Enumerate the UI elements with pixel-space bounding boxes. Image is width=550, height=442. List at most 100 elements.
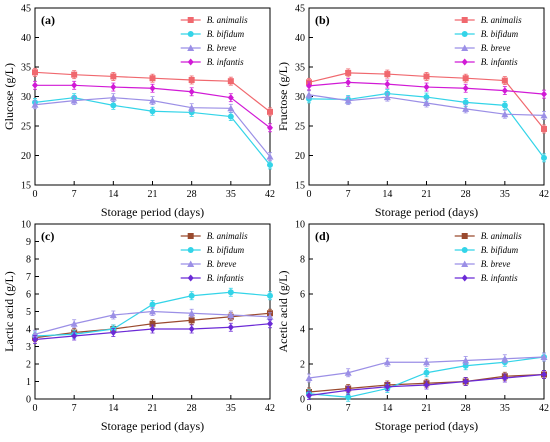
legend-label: B. infantis xyxy=(207,273,244,283)
legend-marker xyxy=(187,274,194,282)
data-point xyxy=(149,308,156,315)
x-axis-title: Storage period (days) xyxy=(375,419,478,433)
series-4 xyxy=(306,77,547,99)
data-point xyxy=(109,311,117,318)
data-point xyxy=(384,71,391,78)
x-axis-title: Storage period (days) xyxy=(375,205,478,219)
data-point xyxy=(267,108,273,115)
legend-marker xyxy=(461,17,468,23)
panel-label: (b) xyxy=(315,13,330,27)
data-point xyxy=(188,292,195,299)
data-point xyxy=(306,392,312,399)
legend: B. animalis B. bifidum B. breve B. infantis xyxy=(180,15,248,67)
chart-panel-3: 0 7 14 21 28 35 42 0 1 2 3 4 5 6 7 8 9 10 Storage period (… xyxy=(2,220,275,434)
data-point xyxy=(345,69,352,76)
data-point xyxy=(149,97,156,104)
data-point xyxy=(540,111,548,119)
data-point xyxy=(383,358,391,366)
data-point xyxy=(110,73,117,80)
x-tick-label: 0 xyxy=(33,403,38,414)
data-point xyxy=(423,369,430,376)
series-1 xyxy=(306,68,547,134)
data-point xyxy=(501,110,509,118)
panel-label: (a) xyxy=(41,13,55,27)
data-point xyxy=(227,94,234,102)
legend-marker xyxy=(187,58,194,66)
x-tick-label: 21 xyxy=(422,403,432,414)
panel-label: (d) xyxy=(315,229,330,243)
data-point xyxy=(541,90,547,98)
y-tick-label: 45 xyxy=(21,4,31,15)
data-point xyxy=(71,81,78,89)
legend-marker xyxy=(461,31,468,37)
data-point xyxy=(149,84,156,92)
y-tick-label: 8 xyxy=(26,255,31,266)
x-tick-label: 0 xyxy=(307,189,312,200)
y-tick-label: 20 xyxy=(21,151,31,162)
legend-label: B. infantis xyxy=(207,57,244,67)
data-point xyxy=(501,87,508,95)
y-tick-label: 5 xyxy=(26,307,31,318)
legend-label: B. breve xyxy=(481,259,511,269)
y-axis-title: Lactic acid (g/L) xyxy=(2,271,16,352)
data-point xyxy=(344,369,352,376)
series-3 xyxy=(305,352,548,383)
x-tick-label: 28 xyxy=(187,403,197,414)
legend-marker xyxy=(461,274,468,282)
data-point xyxy=(188,325,195,333)
x-tick-label: 14 xyxy=(108,189,118,200)
y-tick-label: 25 xyxy=(21,122,31,133)
y-tick-label: 9 xyxy=(26,237,31,248)
data-point xyxy=(110,83,117,91)
data-point xyxy=(110,102,117,109)
data-point xyxy=(462,75,469,82)
data-point xyxy=(345,78,352,86)
data-point xyxy=(227,78,234,85)
data-point xyxy=(501,77,508,84)
x-tick-label: 21 xyxy=(422,189,432,200)
x-tick-label: 42 xyxy=(265,189,275,200)
data-point xyxy=(462,357,470,364)
x-axis-title: Storage period (days) xyxy=(101,205,204,219)
data-point xyxy=(31,101,39,108)
data-point xyxy=(32,69,38,76)
y-tick-label: 40 xyxy=(295,33,305,44)
data-point xyxy=(149,75,156,82)
legend-marker xyxy=(461,44,469,51)
data-point xyxy=(149,301,156,308)
y-tick-label: 6 xyxy=(300,290,305,301)
y-axis-title: Glucose (g/L) xyxy=(2,63,16,130)
legend-label: B. breve xyxy=(207,259,237,269)
x-tick-label: 7 xyxy=(72,403,77,414)
data-point xyxy=(188,76,195,83)
legend-label: B. breve xyxy=(207,43,237,53)
data-point xyxy=(71,332,78,340)
data-point xyxy=(501,102,508,109)
data-point xyxy=(541,125,547,132)
legend-marker xyxy=(461,58,468,66)
data-point xyxy=(267,320,273,328)
x-axis-title: Storage period (days) xyxy=(101,419,204,433)
data-point xyxy=(188,317,195,324)
legend-label: B. breve xyxy=(481,43,511,53)
y-tick-label: 35 xyxy=(295,63,305,74)
data-point xyxy=(501,355,509,362)
x-tick-label: 14 xyxy=(108,403,118,414)
y-tick-label: 0 xyxy=(26,395,31,406)
data-point xyxy=(423,99,430,106)
data-point xyxy=(110,329,117,336)
x-tick-label: 14 xyxy=(382,189,392,200)
series-1 xyxy=(32,67,273,117)
series-4 xyxy=(32,319,273,344)
y-tick-label: 2 xyxy=(300,360,305,371)
legend-label: B. animalis xyxy=(207,15,248,25)
y-tick-label: 15 xyxy=(295,181,305,192)
chart-panel-4: 0 7 14 21 28 35 42 0 2 4 6 8 10 Storage period (days)… xyxy=(276,220,549,434)
data-point xyxy=(70,97,78,104)
x-tick-label: 35 xyxy=(500,403,510,414)
legend: B. animalis B. bifidum B. breve B. infantis xyxy=(454,15,522,67)
y-tick-label: 0 xyxy=(300,395,305,406)
legend-label: B. animalis xyxy=(481,15,522,25)
panel-label: (c) xyxy=(41,229,54,243)
